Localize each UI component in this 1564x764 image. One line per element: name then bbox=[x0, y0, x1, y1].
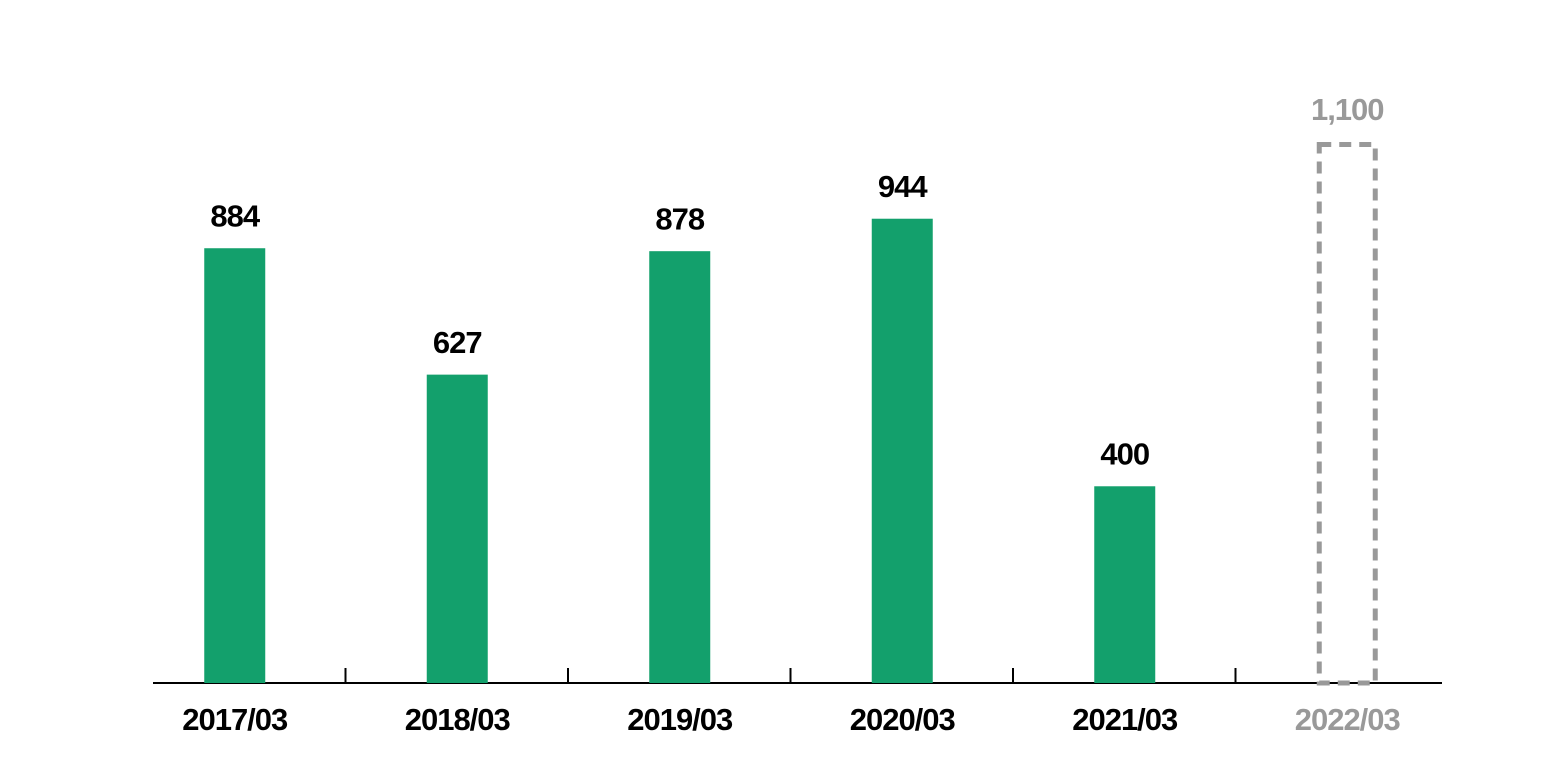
x-tick-label: 2018/03 bbox=[405, 702, 511, 737]
x-tick-label: 2022/03 bbox=[1295, 702, 1401, 737]
bar bbox=[871, 218, 933, 683]
value-label: 1,100 bbox=[1311, 92, 1384, 127]
value-label: 400 bbox=[1100, 436, 1149, 471]
value-label: 878 bbox=[655, 201, 704, 236]
bar bbox=[426, 374, 488, 683]
category-separators bbox=[344, 668, 1237, 683]
bar bbox=[1094, 486, 1156, 683]
x-tick-label: 2021/03 bbox=[1072, 702, 1178, 737]
bar bbox=[649, 251, 711, 683]
x-tick-label: 2019/03 bbox=[627, 702, 733, 737]
forecast-bar bbox=[1316, 142, 1378, 686]
bar bbox=[204, 248, 266, 683]
x-tick-label: 2017/03 bbox=[182, 702, 288, 737]
value-label: 944 bbox=[878, 169, 928, 204]
value-label: 884 bbox=[210, 198, 260, 233]
value-label: 627 bbox=[433, 325, 482, 360]
x-tick-label: 2020/03 bbox=[850, 702, 956, 737]
